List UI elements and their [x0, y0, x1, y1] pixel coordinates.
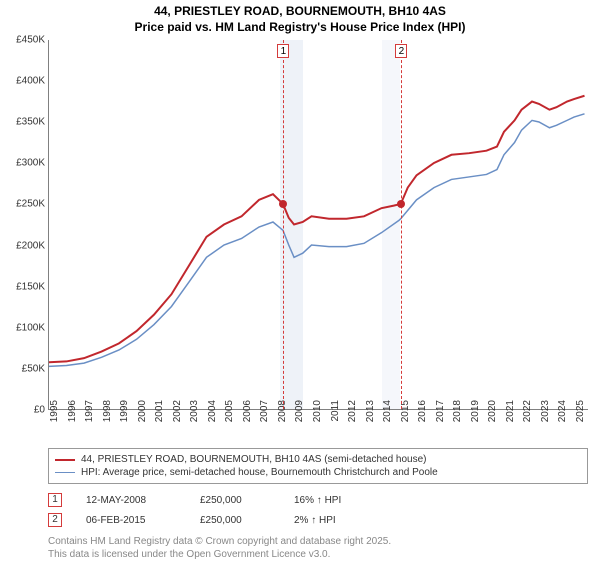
- x-tick-label: 2007: [259, 400, 270, 430]
- series-line-hpi: [49, 114, 585, 367]
- footer-line2: This data is licensed under the Open Gov…: [48, 549, 588, 561]
- transaction-price: £250,000: [200, 495, 270, 506]
- transaction-delta: 2% ↑ HPI: [294, 515, 336, 526]
- transaction-date: 06-FEB-2015: [86, 515, 176, 526]
- y-tick-label: £350K: [3, 117, 45, 128]
- transaction-badge: 2: [48, 513, 62, 527]
- legend-label-hpi: HPI: Average price, semi-detached house,…: [81, 467, 438, 478]
- legend-swatch-property: [55, 459, 75, 461]
- x-tick-label: 2016: [417, 400, 428, 430]
- sale-marker-badge: 2: [395, 44, 407, 58]
- transaction-date: 12-MAY-2008: [86, 495, 176, 506]
- x-tick-label: 2010: [312, 400, 323, 430]
- x-tick-label: 2025: [575, 400, 586, 430]
- x-tick-label: 2002: [172, 400, 183, 430]
- sale-marker-badge: 1: [277, 44, 289, 58]
- x-tick-label: 2017: [435, 400, 446, 430]
- sale-dot: [279, 200, 287, 208]
- title-line1: 44, PRIESTLEY ROAD, BOURNEMOUTH, BH10 4A…: [0, 4, 600, 20]
- y-tick-label: £250K: [3, 199, 45, 210]
- line-series-svg: [49, 40, 588, 409]
- transactions-table: 1 12-MAY-2008 £250,000 16% ↑ HPI 2 06-FE…: [48, 490, 588, 530]
- sale-marker-line: [401, 40, 402, 409]
- footer-line1: Contains HM Land Registry data © Crown c…: [48, 536, 588, 549]
- series-line-property: [49, 96, 585, 362]
- y-tick-label: £200K: [3, 240, 45, 251]
- title-line2: Price paid vs. HM Land Registry's House …: [0, 20, 600, 36]
- x-tick-label: 2018: [452, 400, 463, 430]
- plot-area: £0£50K£100K£150K£200K£250K£300K£350K£400…: [48, 40, 588, 410]
- x-tick-label: 1995: [49, 400, 60, 430]
- y-tick-label: £450K: [3, 35, 45, 46]
- y-tick-label: £300K: [3, 158, 45, 169]
- transaction-badge: 1: [48, 493, 62, 507]
- x-tick-label: 2020: [487, 400, 498, 430]
- sale-marker-line: [283, 40, 284, 409]
- transaction-delta: 16% ↑ HPI: [294, 495, 341, 506]
- x-tick-label: 1999: [119, 400, 130, 430]
- transaction-price: £250,000: [200, 515, 270, 526]
- x-tick-label: 2009: [294, 400, 305, 430]
- chart-titles: 44, PRIESTLEY ROAD, BOURNEMOUTH, BH10 4A…: [0, 0, 600, 35]
- x-tick-label: 2019: [470, 400, 481, 430]
- x-tick-label: 2013: [365, 400, 376, 430]
- x-tick-label: 2024: [557, 400, 568, 430]
- x-tick-label: 2003: [189, 400, 200, 430]
- x-tick-label: 2012: [347, 400, 358, 430]
- y-tick-label: £150K: [3, 281, 45, 292]
- x-tick-label: 2005: [224, 400, 235, 430]
- x-tick-label: 2022: [522, 400, 533, 430]
- y-tick-label: £100K: [3, 322, 45, 333]
- legend-label-property: 44, PRIESTLEY ROAD, BOURNEMOUTH, BH10 4A…: [81, 454, 427, 465]
- legend-row-property: 44, PRIESTLEY ROAD, BOURNEMOUTH, BH10 4A…: [55, 453, 581, 466]
- y-tick-label: £400K: [3, 76, 45, 87]
- x-tick-label: 1998: [102, 400, 113, 430]
- x-tick-label: 2011: [330, 400, 341, 430]
- x-tick-label: 1996: [67, 400, 78, 430]
- y-tick-label: £50K: [3, 363, 45, 374]
- x-tick-label: 2021: [505, 400, 516, 430]
- x-tick-label: 2014: [382, 400, 393, 430]
- legend-row-hpi: HPI: Average price, semi-detached house,…: [55, 466, 581, 479]
- transaction-row: 1 12-MAY-2008 £250,000 16% ↑ HPI: [48, 490, 588, 510]
- x-tick-label: 2004: [207, 400, 218, 430]
- x-tick-label: 2001: [154, 400, 165, 430]
- legend-box: 44, PRIESTLEY ROAD, BOURNEMOUTH, BH10 4A…: [48, 448, 588, 484]
- y-tick-label: £0: [3, 405, 45, 416]
- x-tick-label: 2023: [540, 400, 551, 430]
- legend-and-footer: 44, PRIESTLEY ROAD, BOURNEMOUTH, BH10 4A…: [48, 448, 588, 561]
- legend-swatch-hpi: [55, 472, 75, 474]
- x-tick-label: 2006: [242, 400, 253, 430]
- sale-dot: [397, 200, 405, 208]
- x-tick-label: 1997: [84, 400, 95, 430]
- x-tick-label: 2000: [137, 400, 148, 430]
- transaction-row: 2 06-FEB-2015 £250,000 2% ↑ HPI: [48, 510, 588, 530]
- chart-container: 44, PRIESTLEY ROAD, BOURNEMOUTH, BH10 4A…: [0, 0, 600, 560]
- footer-attribution: Contains HM Land Registry data © Crown c…: [48, 536, 588, 561]
